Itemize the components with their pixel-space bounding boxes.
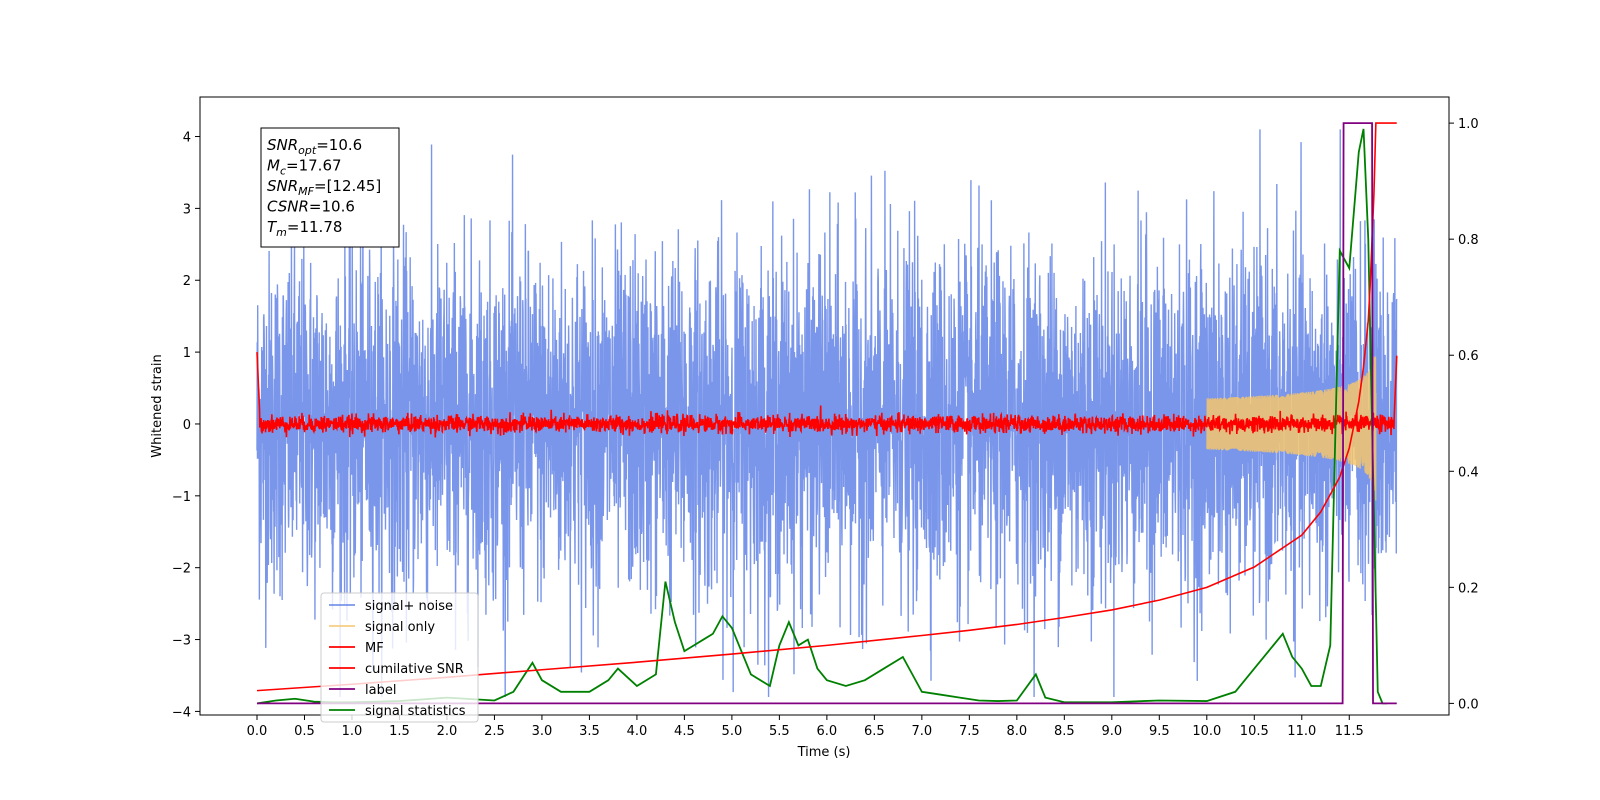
y-tick-label: −1 (172, 490, 191, 505)
y2-tick-label: 0.6 (1458, 349, 1479, 364)
series-signal-statistics (256, 128, 1388, 705)
x-tick-label: 1.0 (342, 724, 363, 739)
y-axis-left: −4 −3 −2 −1 0 1 2 3 4 (172, 131, 200, 720)
y2-tick-label: 0.0 (1458, 697, 1479, 712)
legend-entry: signal statistics (365, 704, 466, 719)
series-mf (256, 352, 1398, 438)
legend-entry: cumilative SNR (365, 662, 464, 677)
annotation-line: SNRopt=10.6 (267, 136, 362, 157)
x-tick-label: 10.5 (1240, 724, 1269, 739)
x-tick-label: 4.0 (627, 724, 648, 739)
x-tick-label: 8.0 (1006, 724, 1027, 739)
x-tick-label: 2.0 (437, 724, 458, 739)
x-tick-label: 5.0 (722, 724, 743, 739)
y-axis-label: Whitened strain (150, 354, 165, 457)
y2-tick-label: 0.8 (1458, 233, 1479, 248)
x-tick-label: 1.5 (389, 724, 410, 739)
x-tick-label: 4.5 (674, 724, 695, 739)
x-tick-label: 2.5 (484, 724, 505, 739)
y2-tick-label: 0.4 (1458, 465, 1479, 480)
series-cumulative-snr (256, 122, 1397, 692)
x-tick-label: 0.5 (294, 724, 315, 739)
x-tick-label: 5.5 (769, 724, 790, 739)
y2-tick-label: 0.2 (1458, 581, 1479, 596)
x-tick-label: 3.0 (532, 724, 553, 739)
x-tick-label: 7.5 (959, 724, 980, 739)
annotation-box: SNRopt=10.6Mc=17.67SNRMF=[12.45]CSNR=10.… (260, 127, 400, 248)
x-tick-label: 6.5 (864, 724, 885, 739)
x-tick-label: 3.5 (579, 724, 600, 739)
legend-frame (320, 592, 479, 723)
legend-entry: label (365, 683, 396, 698)
x-tick-label: 9.5 (1149, 724, 1170, 739)
x-tick-label: 9.0 (1101, 724, 1122, 739)
y-axis-right: 0.0 0.2 0.4 0.6 0.8 1.0 (1449, 117, 1479, 712)
x-axis-label: Time (s) (797, 745, 851, 760)
x-axis: 0.0 0.5 1.0 1.5 2.0 2.5 3.0 3.5 4.0 4.5 5.0 5.5 6.0 6… (247, 715, 1364, 739)
series-label (256, 122, 1397, 705)
annotation-frame (260, 127, 400, 248)
y-tick-label: 2 (183, 274, 191, 289)
x-tick-label: 7.0 (912, 724, 933, 739)
y-tick-label: −4 (172, 705, 191, 720)
y-tick-label: −2 (172, 562, 191, 577)
annotation-line: CSNR=10.6 (267, 198, 355, 216)
legend-entry: signal+ noise (365, 599, 453, 614)
annotation-line: Tm=11.78 (267, 218, 342, 239)
legend-entry: MF (365, 641, 384, 656)
x-tick-label: 6.0 (817, 724, 838, 739)
annotation-line: SNRMF=[12.45] (267, 177, 381, 198)
series-layer (256, 122, 1398, 705)
annotation-line: Mc=17.67 (267, 157, 342, 178)
x-tick-label: 10.0 (1192, 724, 1221, 739)
y-tick-label: 4 (183, 131, 191, 146)
y-tick-label: 3 (183, 202, 191, 217)
x-tick-label: 8.5 (1054, 724, 1075, 739)
y-tick-label: 1 (183, 346, 191, 361)
legend-entry: signal only (365, 620, 435, 635)
x-tick-label: 0.0 (247, 724, 268, 739)
x-tick-label: 11.0 (1287, 724, 1316, 739)
y-tick-label: 0 (183, 418, 191, 433)
y-tick-label: −3 (172, 634, 191, 649)
x-tick-label: 11.5 (1335, 724, 1364, 739)
plot-frame (199, 96, 1450, 716)
series-signal-noise (256, 129, 1398, 698)
y2-tick-label: 1.0 (1458, 117, 1479, 132)
legend: signal+ noise signal only MF cumilative SNR… (320, 592, 479, 723)
